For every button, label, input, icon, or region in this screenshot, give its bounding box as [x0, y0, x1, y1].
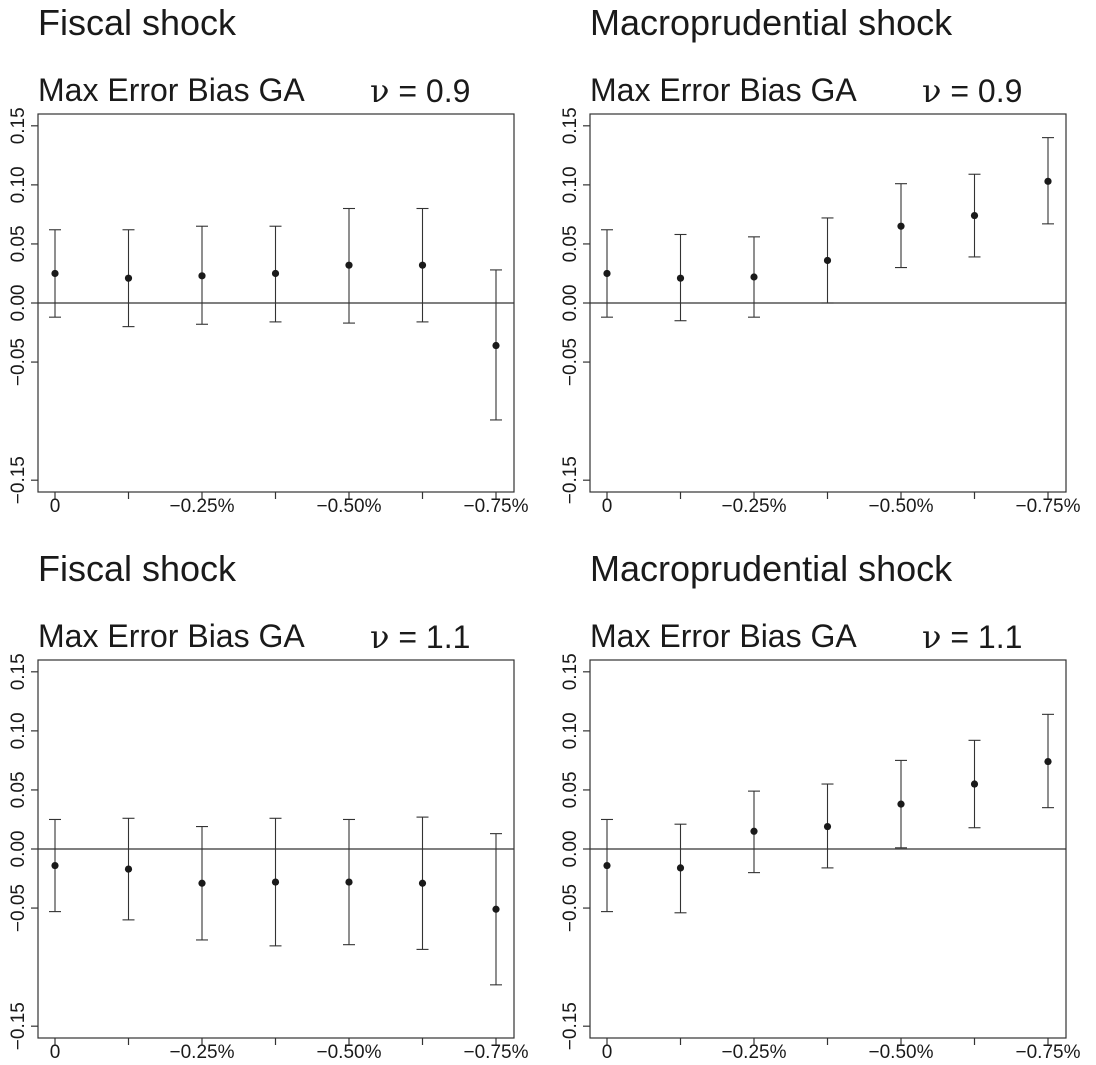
nu-value: = 0.9	[389, 73, 471, 109]
x-tick-label: −0.25%	[170, 496, 235, 517]
x-tick-label: −0.25%	[170, 1042, 235, 1063]
data-point	[750, 273, 758, 281]
nu-label: ν = 1.1	[370, 618, 470, 656]
y-tick-label: −0.05	[560, 884, 581, 932]
nu-label: ν = 0.9	[922, 72, 1022, 110]
panel-title: Fiscal shock	[38, 548, 237, 589]
plot-area: −0.15 −0.05 0.00 0.05 0.10 0.15 0 −0.25% −0.50% −…	[8, 653, 529, 1063]
y-tick-label: 0.15	[560, 653, 581, 690]
data-point	[271, 878, 280, 886]
panel-title: Fiscal shock	[38, 2, 237, 43]
y-tick-label: −0.05	[8, 884, 29, 932]
y-tick-label: 0.05	[560, 771, 581, 808]
x-tick-label: 0	[50, 1042, 61, 1063]
data-point	[198, 272, 206, 280]
x-tick-label: −0.75%	[1016, 496, 1081, 517]
y-tick-label: 0.15	[560, 107, 581, 144]
plot-area: −0.15 −0.05 0.00 0.05 0.10 0.15 0 −0.25% −0.50% −…	[560, 107, 1081, 517]
data-point	[345, 261, 353, 269]
nu-value: = 1.1	[389, 619, 471, 655]
data-point	[124, 274, 133, 282]
y-tick-label: 0.10	[560, 712, 581, 749]
data-point	[51, 861, 59, 870]
data-point	[970, 211, 979, 220]
data-point	[1044, 177, 1052, 185]
panel-title: Macroprudential shock	[590, 2, 953, 43]
x-tick-label: −0.75%	[464, 496, 529, 517]
y-tick-label: 0.15	[8, 653, 29, 690]
data-point	[51, 269, 59, 278]
data-point	[897, 800, 905, 808]
x-tick-label: −0.50%	[317, 496, 382, 517]
data-point	[492, 341, 500, 350]
nu-symbol: ν	[922, 618, 942, 656]
y-tick-label: 0.00	[560, 831, 581, 868]
nu-label: ν = 1.1	[922, 618, 1022, 656]
panel-subtitle: Max Error Bias GA	[38, 72, 305, 108]
panel-subtitle: Max Error Bias GA	[38, 618, 305, 654]
y-tick-label: 0.05	[8, 225, 29, 262]
nu-value: = 0.9	[941, 73, 1023, 109]
data-point	[418, 879, 427, 887]
x-tick-label: −0.25%	[722, 496, 787, 517]
nu-label: ν = 0.9	[370, 72, 470, 110]
x-tick-label: 0	[50, 496, 61, 517]
x-tick-label: 0	[602, 496, 613, 517]
x-tick-label: −0.75%	[464, 1042, 529, 1063]
y-tick-label: 0.10	[560, 166, 581, 203]
nu-symbol: ν	[370, 72, 390, 110]
y-tick-label: 0.00	[8, 285, 29, 322]
data-point	[198, 879, 206, 887]
plot-area: −0.15 −0.05 0.00 0.05 0.10 0.15 0 −0.25% −0.50% −…	[560, 653, 1081, 1063]
y-tick-label: −0.15	[560, 456, 581, 504]
plot-area: −0.15 −0.05 0.00 0.05 0.10 0.15 0 −0.25% −0.50% −…	[8, 107, 529, 517]
nu-symbol: ν	[922, 72, 942, 110]
data-point	[897, 222, 905, 230]
data-point	[345, 878, 353, 886]
y-tick-label: −0.15	[8, 456, 29, 504]
panel-subtitle: Max Error Bias GA	[590, 618, 857, 654]
panel-title: Macroprudential shock	[590, 548, 953, 589]
y-tick-label: 0.00	[8, 831, 29, 868]
x-tick-label: −0.50%	[317, 1042, 382, 1063]
y-tick-label: 0.00	[560, 285, 581, 322]
data-point	[676, 864, 685, 872]
data-point	[676, 274, 685, 282]
data-point	[970, 780, 979, 788]
y-tick-label: 0.05	[8, 771, 29, 808]
x-tick-label: −0.25%	[722, 1042, 787, 1063]
panel-subtitle: Max Error Bias GA	[590, 72, 857, 108]
x-tick-label: −0.75%	[1016, 1042, 1081, 1063]
data-point	[823, 256, 832, 265]
y-tick-label: 0.10	[8, 712, 29, 749]
y-tick-label: −0.15	[560, 1002, 581, 1050]
nu-symbol: ν	[370, 618, 390, 656]
data-point	[418, 261, 427, 269]
y-tick-label: 0.10	[8, 166, 29, 203]
data-point	[271, 269, 280, 278]
x-tick-label: −0.50%	[869, 1042, 934, 1063]
x-tick-label: 0	[602, 1042, 613, 1063]
y-tick-label: −0.05	[8, 338, 29, 386]
y-tick-label: −0.05	[560, 338, 581, 386]
data-point	[124, 865, 133, 873]
data-point	[750, 827, 758, 835]
y-tick-label: 0.15	[8, 107, 29, 144]
data-point	[492, 905, 500, 913]
nu-value: = 1.1	[941, 619, 1023, 655]
data-point	[603, 861, 611, 870]
y-tick-label: 0.05	[560, 225, 581, 262]
data-point	[1044, 757, 1052, 766]
data-point	[603, 269, 611, 278]
y-tick-label: −0.15	[8, 1002, 29, 1050]
x-tick-label: −0.50%	[869, 496, 934, 517]
data-point	[823, 822, 832, 831]
